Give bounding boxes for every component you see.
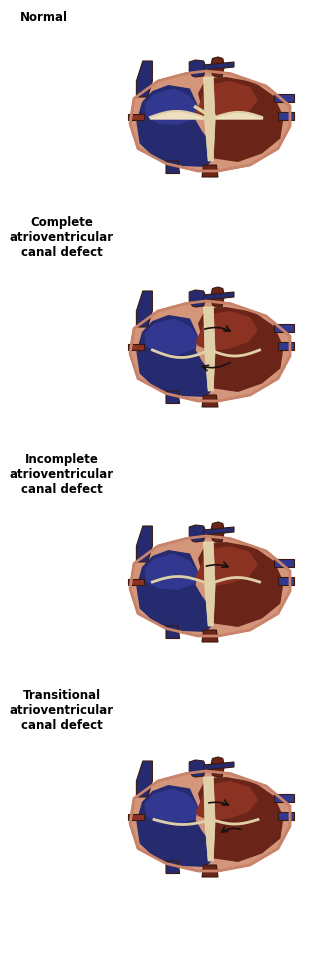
Polygon shape	[204, 292, 234, 300]
Polygon shape	[128, 814, 145, 820]
Polygon shape	[145, 788, 198, 825]
Polygon shape	[274, 93, 294, 102]
Polygon shape	[136, 550, 214, 632]
Polygon shape	[196, 311, 258, 351]
Polygon shape	[145, 88, 198, 125]
Polygon shape	[166, 161, 180, 174]
Text: Complete
atrioventricular
canal defect: Complete atrioventricular canal defect	[10, 216, 114, 259]
Polygon shape	[128, 344, 145, 350]
Polygon shape	[202, 165, 218, 177]
Polygon shape	[274, 323, 294, 332]
Polygon shape	[196, 81, 258, 121]
Polygon shape	[136, 761, 152, 797]
Polygon shape	[204, 527, 234, 535]
Polygon shape	[204, 77, 215, 161]
Text: Normal: Normal	[20, 11, 68, 24]
Polygon shape	[211, 57, 224, 77]
Polygon shape	[196, 781, 258, 821]
Polygon shape	[211, 522, 224, 542]
Polygon shape	[136, 785, 214, 867]
Polygon shape	[130, 771, 290, 871]
Polygon shape	[204, 762, 234, 770]
Polygon shape	[189, 60, 206, 77]
Polygon shape	[198, 77, 284, 162]
Text: Incomplete
atrioventricular
canal defect: Incomplete atrioventricular canal defect	[10, 453, 114, 496]
Polygon shape	[145, 553, 198, 590]
Polygon shape	[196, 546, 258, 586]
Polygon shape	[211, 287, 224, 307]
Polygon shape	[130, 301, 290, 401]
Polygon shape	[204, 777, 215, 861]
Polygon shape	[204, 307, 215, 391]
Polygon shape	[166, 626, 180, 639]
Polygon shape	[189, 760, 206, 777]
Polygon shape	[274, 558, 294, 567]
Polygon shape	[211, 757, 224, 777]
Polygon shape	[202, 865, 218, 877]
Polygon shape	[198, 542, 284, 627]
Polygon shape	[136, 291, 152, 327]
Polygon shape	[204, 62, 234, 70]
Polygon shape	[202, 395, 218, 407]
Polygon shape	[128, 579, 145, 585]
Polygon shape	[278, 812, 294, 820]
Polygon shape	[136, 315, 214, 397]
Polygon shape	[278, 577, 294, 585]
Polygon shape	[278, 112, 294, 119]
Polygon shape	[130, 536, 290, 636]
Polygon shape	[145, 318, 198, 355]
Polygon shape	[278, 342, 294, 350]
Polygon shape	[130, 71, 290, 171]
Polygon shape	[198, 307, 284, 392]
Polygon shape	[204, 542, 215, 626]
Polygon shape	[136, 526, 152, 562]
Polygon shape	[189, 525, 206, 542]
Polygon shape	[166, 391, 180, 404]
Polygon shape	[198, 777, 284, 862]
Polygon shape	[136, 61, 152, 97]
Polygon shape	[274, 793, 294, 802]
Text: Transitional
atrioventricular
canal defect: Transitional atrioventricular canal defe…	[10, 689, 114, 732]
Polygon shape	[189, 290, 206, 307]
Polygon shape	[136, 85, 214, 167]
Polygon shape	[166, 861, 180, 874]
Polygon shape	[202, 630, 218, 642]
Polygon shape	[128, 114, 145, 120]
